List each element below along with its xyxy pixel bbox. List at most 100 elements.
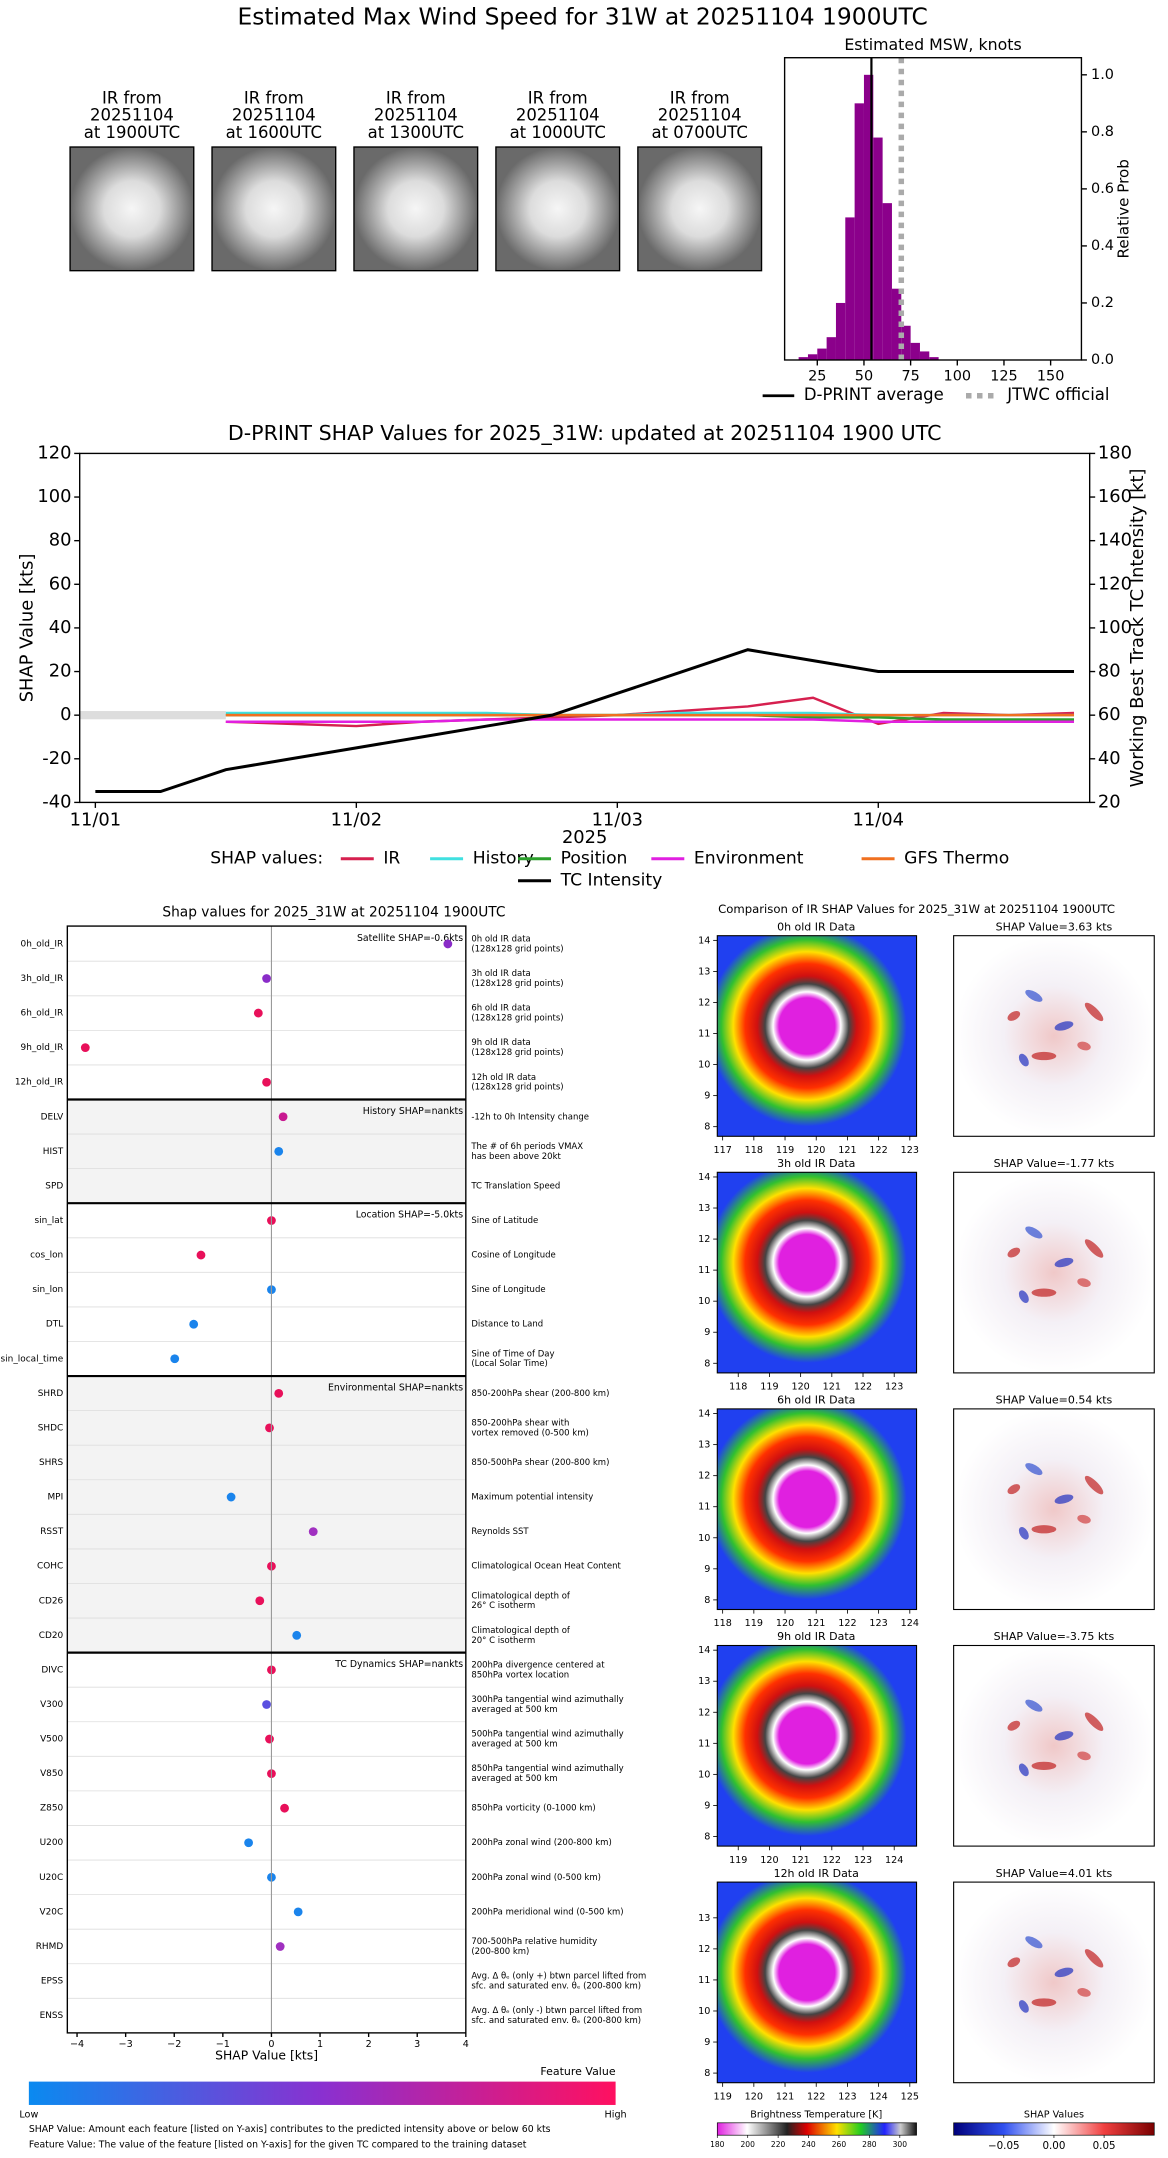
shap-image bbox=[953, 1171, 1155, 1374]
histogram-bar bbox=[910, 342, 920, 360]
lat-tick-label: 11 bbox=[698, 1265, 710, 1276]
x-tick-label: 100 bbox=[944, 368, 972, 384]
colorbar-tick-label: 200 bbox=[741, 2140, 756, 2149]
feature-name: U20C bbox=[39, 1873, 63, 1883]
feature-description: 850-200hPa shear (200-800 km) bbox=[471, 1389, 609, 1399]
feature-description: Avg. Δ θₑ (only +) btwn parcel lifted fr… bbox=[471, 1972, 646, 1982]
colorbar-high: High bbox=[605, 2110, 627, 2121]
shap-pattern bbox=[1054, 1967, 1074, 1978]
shap-dot bbox=[274, 1388, 284, 1398]
ir-image bbox=[716, 1644, 918, 1847]
lat-tick-label: 13 bbox=[698, 1440, 710, 1451]
feature-name: V500 bbox=[40, 1735, 63, 1745]
feature-description: 700-500hPa relative humidity bbox=[471, 1937, 597, 1947]
y2-tick-label: 40 bbox=[1098, 748, 1121, 769]
group-title: History SHAP=nankts bbox=[363, 1106, 464, 1117]
shap-dot bbox=[244, 1838, 253, 1848]
shap-image bbox=[953, 935, 1155, 1137]
legend-title: SHAP values: bbox=[210, 849, 323, 869]
feature-description: TC Translation Speed bbox=[470, 1181, 560, 1191]
lon-tick-label: 117 bbox=[713, 1145, 731, 1156]
thumbnail-label: 20251104 bbox=[374, 106, 458, 125]
ir-image bbox=[716, 935, 918, 1137]
main-title: Estimated Max Wind Speed for 31W at 2025… bbox=[237, 2, 927, 30]
shap-dot bbox=[170, 1354, 180, 1364]
chart-title: Estimated MSW, knots bbox=[844, 35, 1021, 54]
lon-tick-label: 122 bbox=[869, 1145, 887, 1156]
shap-pattern bbox=[1084, 1712, 1104, 1731]
shap-pattern bbox=[1007, 1957, 1021, 1968]
x-tick-label: 11/04 bbox=[853, 809, 904, 830]
feature-description: 0h old IR data bbox=[471, 934, 530, 944]
feature-description: (128x128 grid points) bbox=[471, 1083, 563, 1093]
shap-pattern bbox=[1018, 1526, 1029, 1540]
shap-dot bbox=[255, 1596, 265, 1606]
ir-image bbox=[716, 1171, 918, 1374]
shap-dot bbox=[189, 1319, 199, 1329]
group-background bbox=[67, 1099, 466, 1204]
lon-tick-label: 119 bbox=[729, 1855, 747, 1866]
y-tick-label: 60 bbox=[49, 573, 72, 594]
footnote: SHAP Value: Amount each feature [listed … bbox=[29, 2124, 551, 2135]
feature-name: Z850 bbox=[40, 1804, 63, 1814]
x-tick-label: 11/01 bbox=[70, 809, 121, 830]
thumbnail-label: 20251104 bbox=[516, 106, 600, 125]
feature-name: SHDC bbox=[38, 1423, 63, 1433]
lon-tick-label: 118 bbox=[729, 1382, 747, 1393]
bt-colorbar bbox=[716, 2122, 917, 2136]
colorbar-low: Low bbox=[19, 2110, 38, 2121]
shap-panel-title: SHAP Value=-3.75 kts bbox=[994, 1630, 1115, 1643]
ir-panel-title: 6h old IR Data bbox=[777, 1394, 855, 1407]
lon-tick-label: 123 bbox=[838, 2091, 856, 2102]
feature-name: DTL bbox=[46, 1320, 63, 1330]
thumbnail-label: at 1300UTC bbox=[368, 123, 464, 142]
shap-pattern bbox=[1077, 1988, 1091, 1997]
lon-tick-label: 121 bbox=[838, 1145, 856, 1156]
shap-pattern bbox=[1054, 1494, 1074, 1504]
histogram-bar bbox=[882, 203, 892, 360]
feature-description: 200hPa zonal wind (200-800 km) bbox=[471, 1838, 611, 1848]
lat-tick-label: 10 bbox=[698, 1296, 710, 1307]
shap-dot bbox=[274, 1146, 284, 1156]
ir-image bbox=[716, 1881, 918, 2084]
feature-name: 0h_old_IR bbox=[21, 939, 64, 949]
y-tick-label: -40 bbox=[42, 791, 71, 812]
shap-pattern bbox=[1007, 1010, 1021, 1021]
lon-tick-label: 122 bbox=[838, 1618, 856, 1629]
histogram-bar bbox=[826, 337, 836, 360]
lon-tick-label: 125 bbox=[901, 2091, 919, 2102]
lat-tick-label: 10 bbox=[698, 1060, 710, 1071]
feature-description: 850-200hPa shear with bbox=[471, 1418, 569, 1428]
lat-tick-label: 10 bbox=[698, 1533, 710, 1544]
lat-tick-label: 8 bbox=[704, 1595, 710, 1606]
lon-tick-label: 122 bbox=[807, 2091, 825, 2102]
feature-name: U200 bbox=[40, 1838, 64, 1848]
feature-description: Distance to Land bbox=[471, 1320, 543, 1330]
shap-pattern bbox=[1084, 1002, 1104, 1022]
feature-name: V850 bbox=[40, 1769, 63, 1779]
feature-description: 26° C isotherm bbox=[471, 1601, 535, 1611]
feature-description: -12h to 0h Intensity change bbox=[471, 1112, 589, 1122]
feature-description: Sine of Time of Day bbox=[471, 1349, 554, 1359]
x-tick-label: 0 bbox=[268, 2039, 274, 2050]
lon-tick-label: 120 bbox=[745, 2091, 763, 2102]
colorbar-tick-label: 300 bbox=[893, 2140, 908, 2149]
lon-tick-label: 119 bbox=[776, 1145, 794, 1156]
y2-tick-label: 160 bbox=[1098, 486, 1132, 507]
legend-label: D-PRINT average bbox=[804, 385, 944, 404]
feature-name: DELV bbox=[41, 1112, 64, 1122]
plot-frame bbox=[783, 57, 1083, 361]
shap-pattern bbox=[1054, 1257, 1074, 1268]
histogram-bar bbox=[845, 217, 855, 360]
lon-tick-label: 123 bbox=[901, 1145, 919, 1156]
colorbar-tick-label: 220 bbox=[771, 2140, 786, 2149]
shap-pattern bbox=[1018, 1290, 1029, 1303]
feature-name: cos_lon bbox=[30, 1251, 63, 1261]
y-tick-label: 120 bbox=[37, 442, 71, 463]
shap-dot bbox=[80, 1043, 90, 1053]
feature-name: CD26 bbox=[39, 1596, 64, 1606]
shap-pattern bbox=[1007, 1484, 1021, 1495]
histogram-bar bbox=[901, 325, 911, 360]
y-tick-label: 40 bbox=[49, 617, 72, 638]
